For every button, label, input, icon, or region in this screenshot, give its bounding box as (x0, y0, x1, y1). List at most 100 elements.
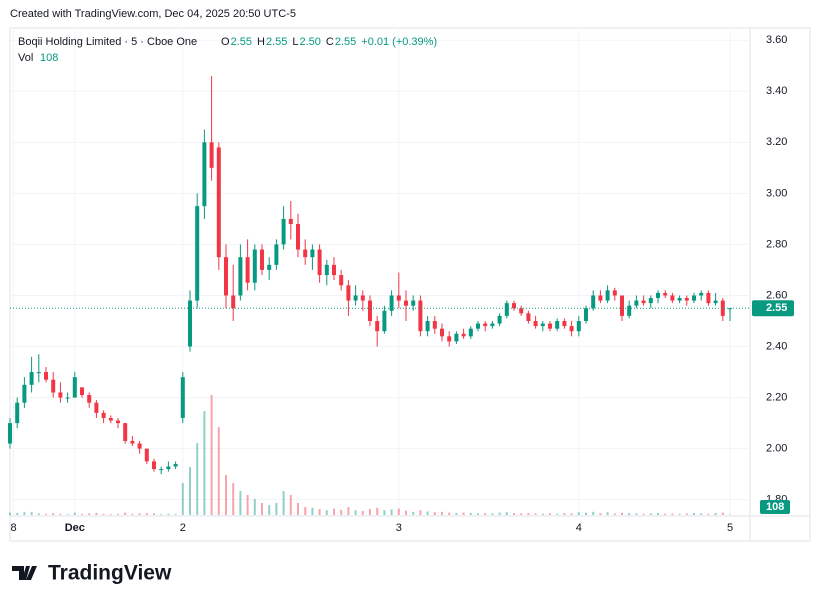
candle-body (253, 250, 257, 283)
volume-bar (484, 513, 486, 515)
volume-bar (196, 443, 198, 515)
legend-key: H (257, 36, 265, 48)
candle-body (274, 244, 278, 264)
volume-bar (261, 503, 263, 515)
candle-body (541, 324, 545, 327)
axes: 1.802.002.202.402.602.803.003.203.403.60… (10, 34, 794, 534)
candle-body (37, 372, 41, 373)
legend-key: L (292, 36, 298, 48)
volume-last: 108 (40, 52, 58, 64)
volume-bar (16, 513, 18, 515)
candle-body (375, 321, 379, 331)
candle-body (224, 257, 228, 295)
volume-bar (239, 491, 241, 515)
candle-body (174, 464, 178, 467)
volume-bar (283, 491, 285, 515)
candle-body (526, 313, 530, 321)
candle-body (145, 449, 149, 462)
candle-body (310, 250, 314, 258)
volume-bar (45, 514, 47, 515)
candle-body (238, 257, 242, 295)
candle-body (303, 250, 307, 258)
candle-body (584, 308, 588, 321)
x-tick-label: 4 (576, 522, 582, 534)
candle-body (231, 295, 235, 308)
candle-body (613, 290, 617, 295)
candle-body (440, 329, 444, 337)
y-tick-label: 2.00 (766, 443, 787, 455)
candle-body (15, 403, 19, 423)
candle-body (66, 398, 70, 399)
legend-value: 2.55 (335, 36, 356, 48)
volume-bar (88, 513, 90, 515)
y-tick-label: 2.40 (766, 340, 787, 352)
y-tick-label: 2.60 (766, 289, 787, 301)
candle-body (555, 321, 559, 329)
candle-body (634, 301, 638, 306)
candle-body (22, 385, 26, 403)
candle-body (282, 219, 286, 245)
volume-bar (614, 513, 616, 515)
volume-bar (434, 512, 436, 515)
volume-bar (527, 513, 529, 515)
volume-bar (693, 513, 695, 515)
candle-body (404, 301, 408, 306)
candle-body (433, 321, 437, 329)
chart-frame (10, 28, 810, 541)
volume-bar (477, 513, 479, 515)
volume-bar (556, 514, 558, 515)
volume-bar (369, 509, 371, 515)
candle-body (678, 298, 682, 301)
candle-body (706, 293, 710, 303)
volume-bar (362, 511, 364, 515)
volume-bar (175, 514, 177, 515)
volume-bar (664, 514, 666, 515)
volume-bar (657, 513, 659, 515)
volume-bar (304, 507, 306, 515)
volume-bar (290, 495, 292, 515)
candle-body (361, 295, 365, 300)
candles (8, 76, 732, 474)
volume-bar (110, 514, 112, 515)
y-tick-label: 3.60 (766, 34, 787, 46)
volume-bar (405, 511, 407, 515)
volume-bar (333, 509, 335, 515)
x-tick-label: 5 (727, 522, 733, 534)
candle-body (94, 403, 98, 413)
candle-body (210, 142, 214, 168)
volume-bar (31, 512, 33, 515)
volume-bar (412, 512, 414, 515)
candle-body (512, 303, 516, 308)
volume-bar (167, 514, 169, 515)
volume-bar (124, 513, 126, 515)
legend-value: 2.55 (266, 36, 287, 48)
volume-bar (383, 510, 385, 515)
brand: TradingView (12, 562, 172, 585)
volume-bar (340, 510, 342, 515)
candle-body (498, 316, 502, 324)
volume-bar (455, 513, 457, 515)
candle-body (598, 295, 602, 300)
legend-value: 2.50 (299, 36, 320, 48)
candle-body (411, 301, 415, 306)
x-tick-label: 3 (396, 522, 402, 534)
volume-bar (139, 513, 141, 515)
volume-bar (441, 512, 443, 515)
candle-body (454, 334, 458, 342)
volume-bar (578, 512, 580, 515)
candle-body (714, 301, 718, 304)
candle-body (649, 298, 653, 303)
candle-body (30, 372, 34, 385)
candle-body (8, 423, 12, 443)
candle-body (570, 326, 574, 331)
volume-bar (707, 514, 709, 515)
candle-body (591, 295, 595, 308)
last-price-label: 2.55 (766, 302, 787, 314)
candle-body (346, 285, 350, 300)
candle-body (260, 250, 264, 270)
volume-bar (311, 508, 313, 515)
volume-bar (628, 513, 630, 515)
volume-bar (203, 411, 205, 515)
